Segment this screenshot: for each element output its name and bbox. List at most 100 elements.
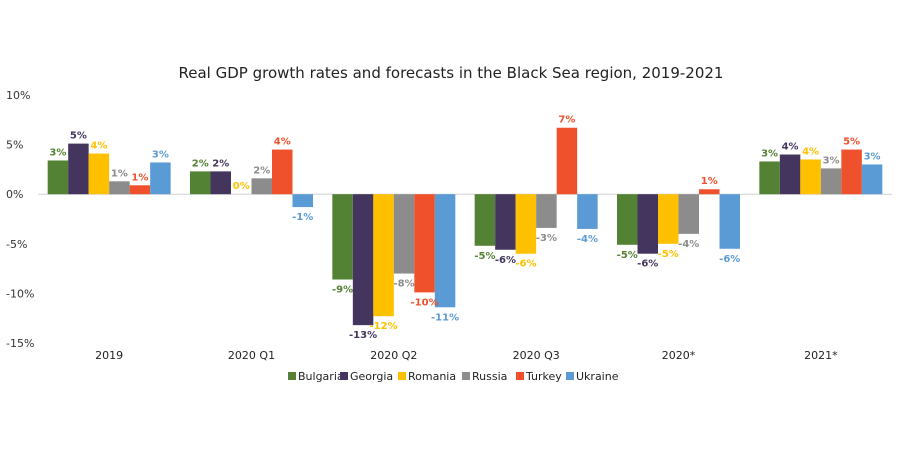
bar xyxy=(699,189,720,195)
legend-label: Georgia xyxy=(350,370,393,383)
bar xyxy=(861,164,883,195)
y-tick-label: -10% xyxy=(6,287,34,300)
x-category-label: 2021* xyxy=(804,349,838,362)
bar xyxy=(841,149,862,195)
data-label: 4% xyxy=(90,141,107,152)
data-label: -13% xyxy=(349,330,377,341)
bar xyxy=(292,194,313,208)
bar xyxy=(373,194,394,317)
data-label: 3% xyxy=(49,147,66,158)
legend-label: Ukraine xyxy=(576,370,619,383)
bar xyxy=(414,194,435,293)
data-label: 4% xyxy=(274,137,291,148)
x-category-label: 2020* xyxy=(662,349,696,362)
legend-swatch xyxy=(566,372,574,380)
axis-layer: 10% 5% 0% -5% -10% -15% 2019 2020 Q1 2020 Q2 2020… xyxy=(6,89,892,362)
bar xyxy=(820,168,842,195)
bar xyxy=(536,194,557,228)
bar xyxy=(352,194,374,326)
data-label: -8% xyxy=(394,279,415,290)
legend: Bulgaria Georgia Romania Russia Turkey Ukrain… xyxy=(288,370,619,383)
data-labels-layer: 3%5%4%1% 1%3%2% 2%0%2%4%-1%-9%-13%-12%-8%-… xyxy=(49,115,880,341)
data-label: -5% xyxy=(617,250,638,261)
bar xyxy=(759,161,780,195)
legend-swatch xyxy=(516,372,524,380)
data-label: 2% xyxy=(192,158,209,169)
data-label: -10% xyxy=(411,297,439,308)
bar xyxy=(779,154,801,195)
y-tick-label: -15% xyxy=(6,337,34,350)
data-label: 4% xyxy=(782,142,799,153)
y-tick-label: 5% xyxy=(6,139,23,152)
data-label: 7% xyxy=(558,115,575,126)
bar xyxy=(190,171,211,195)
data-label: -1% xyxy=(292,212,313,223)
data-label: -6% xyxy=(495,255,516,266)
bar xyxy=(47,160,69,195)
bars-layer xyxy=(47,127,883,326)
data-label: -5% xyxy=(474,251,495,262)
bar xyxy=(577,194,598,229)
bar xyxy=(515,194,537,254)
data-label: 1% xyxy=(701,176,718,187)
bar xyxy=(434,194,456,308)
bar xyxy=(251,178,272,195)
data-label: -4% xyxy=(678,239,699,250)
x-category-label: 2020 Q3 xyxy=(513,349,560,362)
data-label: -6% xyxy=(637,259,658,270)
bar xyxy=(272,149,293,195)
data-label: 3% xyxy=(152,149,169,160)
data-label: -11% xyxy=(431,312,459,323)
data-label: -4% xyxy=(577,234,598,245)
legend-label: Romania xyxy=(408,370,456,383)
bar xyxy=(150,162,171,195)
data-label: 5% xyxy=(843,137,860,148)
legend-label: Russia xyxy=(472,370,507,383)
data-label: -6% xyxy=(719,254,740,265)
bar xyxy=(658,194,679,244)
bar xyxy=(129,185,151,195)
bar xyxy=(495,194,516,250)
data-label: 0% xyxy=(233,181,250,192)
bar xyxy=(68,143,89,195)
y-tick-label: -5% xyxy=(6,238,27,251)
legend-swatch xyxy=(340,372,348,380)
data-label: 2% xyxy=(253,165,270,176)
legend-swatch xyxy=(462,372,470,380)
bar xyxy=(332,194,353,280)
data-label: 4% xyxy=(802,146,819,157)
data-label: 3% xyxy=(864,151,881,162)
data-label: 3% xyxy=(761,148,778,159)
legend-label: Turkey xyxy=(525,370,562,383)
bar xyxy=(210,171,231,195)
data-label: -6% xyxy=(515,259,536,270)
legend-swatch xyxy=(288,372,296,380)
bar xyxy=(637,194,658,254)
bar xyxy=(678,194,699,234)
bar xyxy=(474,194,496,246)
data-label: 5% xyxy=(70,131,87,142)
bar xyxy=(88,153,110,195)
data-label: -12% xyxy=(370,321,398,332)
bar xyxy=(109,181,130,195)
bar xyxy=(719,194,740,249)
legend-label: Bulgaria xyxy=(298,370,344,383)
data-label: 3% xyxy=(823,155,840,166)
x-category-label: 2020 Q1 xyxy=(228,349,275,362)
bar xyxy=(556,127,578,195)
data-label: 1% xyxy=(111,168,128,179)
data-label: 1% xyxy=(131,172,148,183)
chart-title: Real GDP growth rates and forecasts in t… xyxy=(179,64,724,82)
data-label: 2% xyxy=(212,158,229,169)
data-label: -3% xyxy=(536,233,557,244)
data-label: -9% xyxy=(332,285,353,296)
legend-swatch xyxy=(398,372,406,380)
y-tick-label: 0% xyxy=(6,188,23,201)
bar xyxy=(393,194,415,274)
bar xyxy=(617,194,638,245)
data-label: -5% xyxy=(658,249,679,260)
bar xyxy=(800,159,821,195)
x-category-label: 2019 xyxy=(95,349,123,362)
y-tick-label: 10% xyxy=(6,89,30,102)
